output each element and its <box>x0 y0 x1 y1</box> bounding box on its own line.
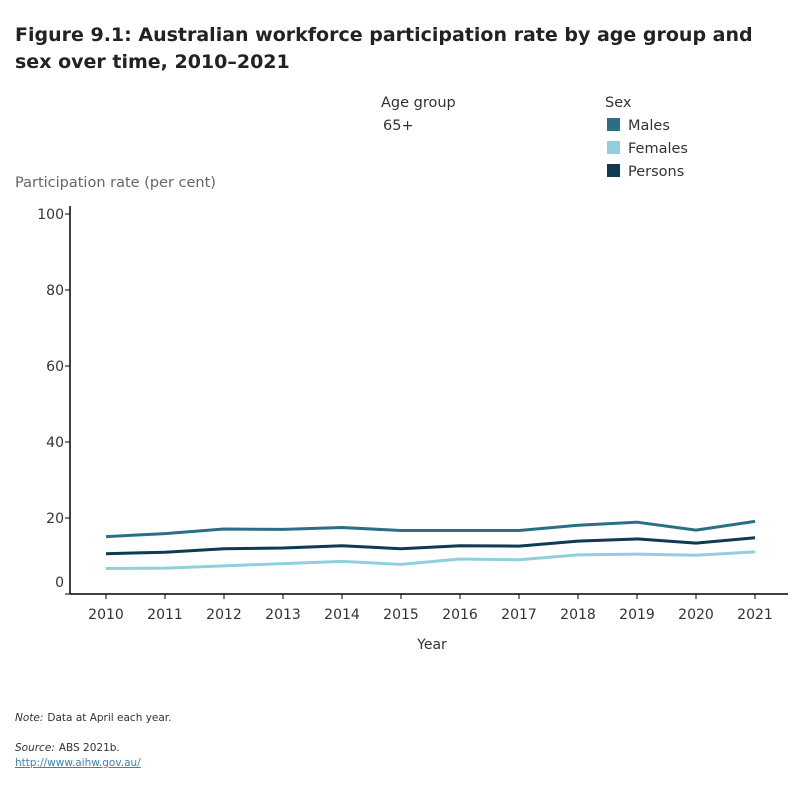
x-tick-label: 2018 <box>560 607 596 623</box>
series-line-females <box>105 550 756 571</box>
persons-swatch <box>607 164 620 177</box>
legend-label: Males <box>628 118 670 134</box>
y-tick-label: 0 <box>55 575 64 591</box>
page-title: Figure 9.1: Australian workforce partici… <box>15 24 753 73</box>
x-tick-label: 2019 <box>619 607 655 623</box>
x-tick-label: 2017 <box>501 607 537 623</box>
x-axis-title: Year <box>416 637 447 653</box>
y-tick-label: 100 <box>37 207 64 223</box>
aihw-link[interactable]: http://www.aihw.gov.au/ <box>15 757 141 769</box>
series-line-persons <box>105 536 756 556</box>
x-tick-label: 2016 <box>442 607 478 623</box>
y-tick-label: 60 <box>46 359 64 375</box>
y-axis-title: Participation rate (per cent) <box>15 175 216 191</box>
x-tick-label: 2014 <box>324 607 360 623</box>
aihw-link-wrap: http://www.aihw.gov.au/ <box>15 757 141 769</box>
source-label: Source: <box>15 742 55 754</box>
x-tick-label: 2021 <box>737 607 773 623</box>
note-text: Data at April each year. <box>47 712 172 724</box>
legend-item-females[interactable]: Females <box>607 141 688 157</box>
series-line-males <box>105 519 756 539</box>
x-tick-label: 2010 <box>88 607 124 623</box>
source: Source: ABS 2021b. <box>15 742 120 754</box>
x-tick-label: 2011 <box>147 607 183 623</box>
females-swatch <box>607 141 620 154</box>
source-text: ABS 2021b. <box>58 742 120 754</box>
note: Note: Data at April each year. <box>15 712 172 724</box>
x-tick-label: 2012 <box>206 607 242 623</box>
x-tick-label: 2015 <box>383 607 419 623</box>
y-tick-label: 40 <box>46 435 64 451</box>
legend-label: Persons <box>628 164 685 180</box>
sex-legend-title: Sex <box>605 95 632 111</box>
legend-label: Females <box>628 141 688 157</box>
age-group-value[interactable]: 65+ <box>383 118 414 134</box>
note-label: Note: <box>15 712 44 724</box>
legend-item-persons[interactable]: Persons <box>607 164 684 180</box>
x-tick-label: 2013 <box>265 607 301 623</box>
x-tick-label: 2020 <box>678 607 714 623</box>
age-group-label: Age group <box>381 95 456 111</box>
y-tick-label: 20 <box>46 511 64 527</box>
legend-item-males[interactable]: Males <box>607 118 670 134</box>
males-swatch <box>607 118 620 131</box>
y-tick-label: 80 <box>46 283 64 299</box>
